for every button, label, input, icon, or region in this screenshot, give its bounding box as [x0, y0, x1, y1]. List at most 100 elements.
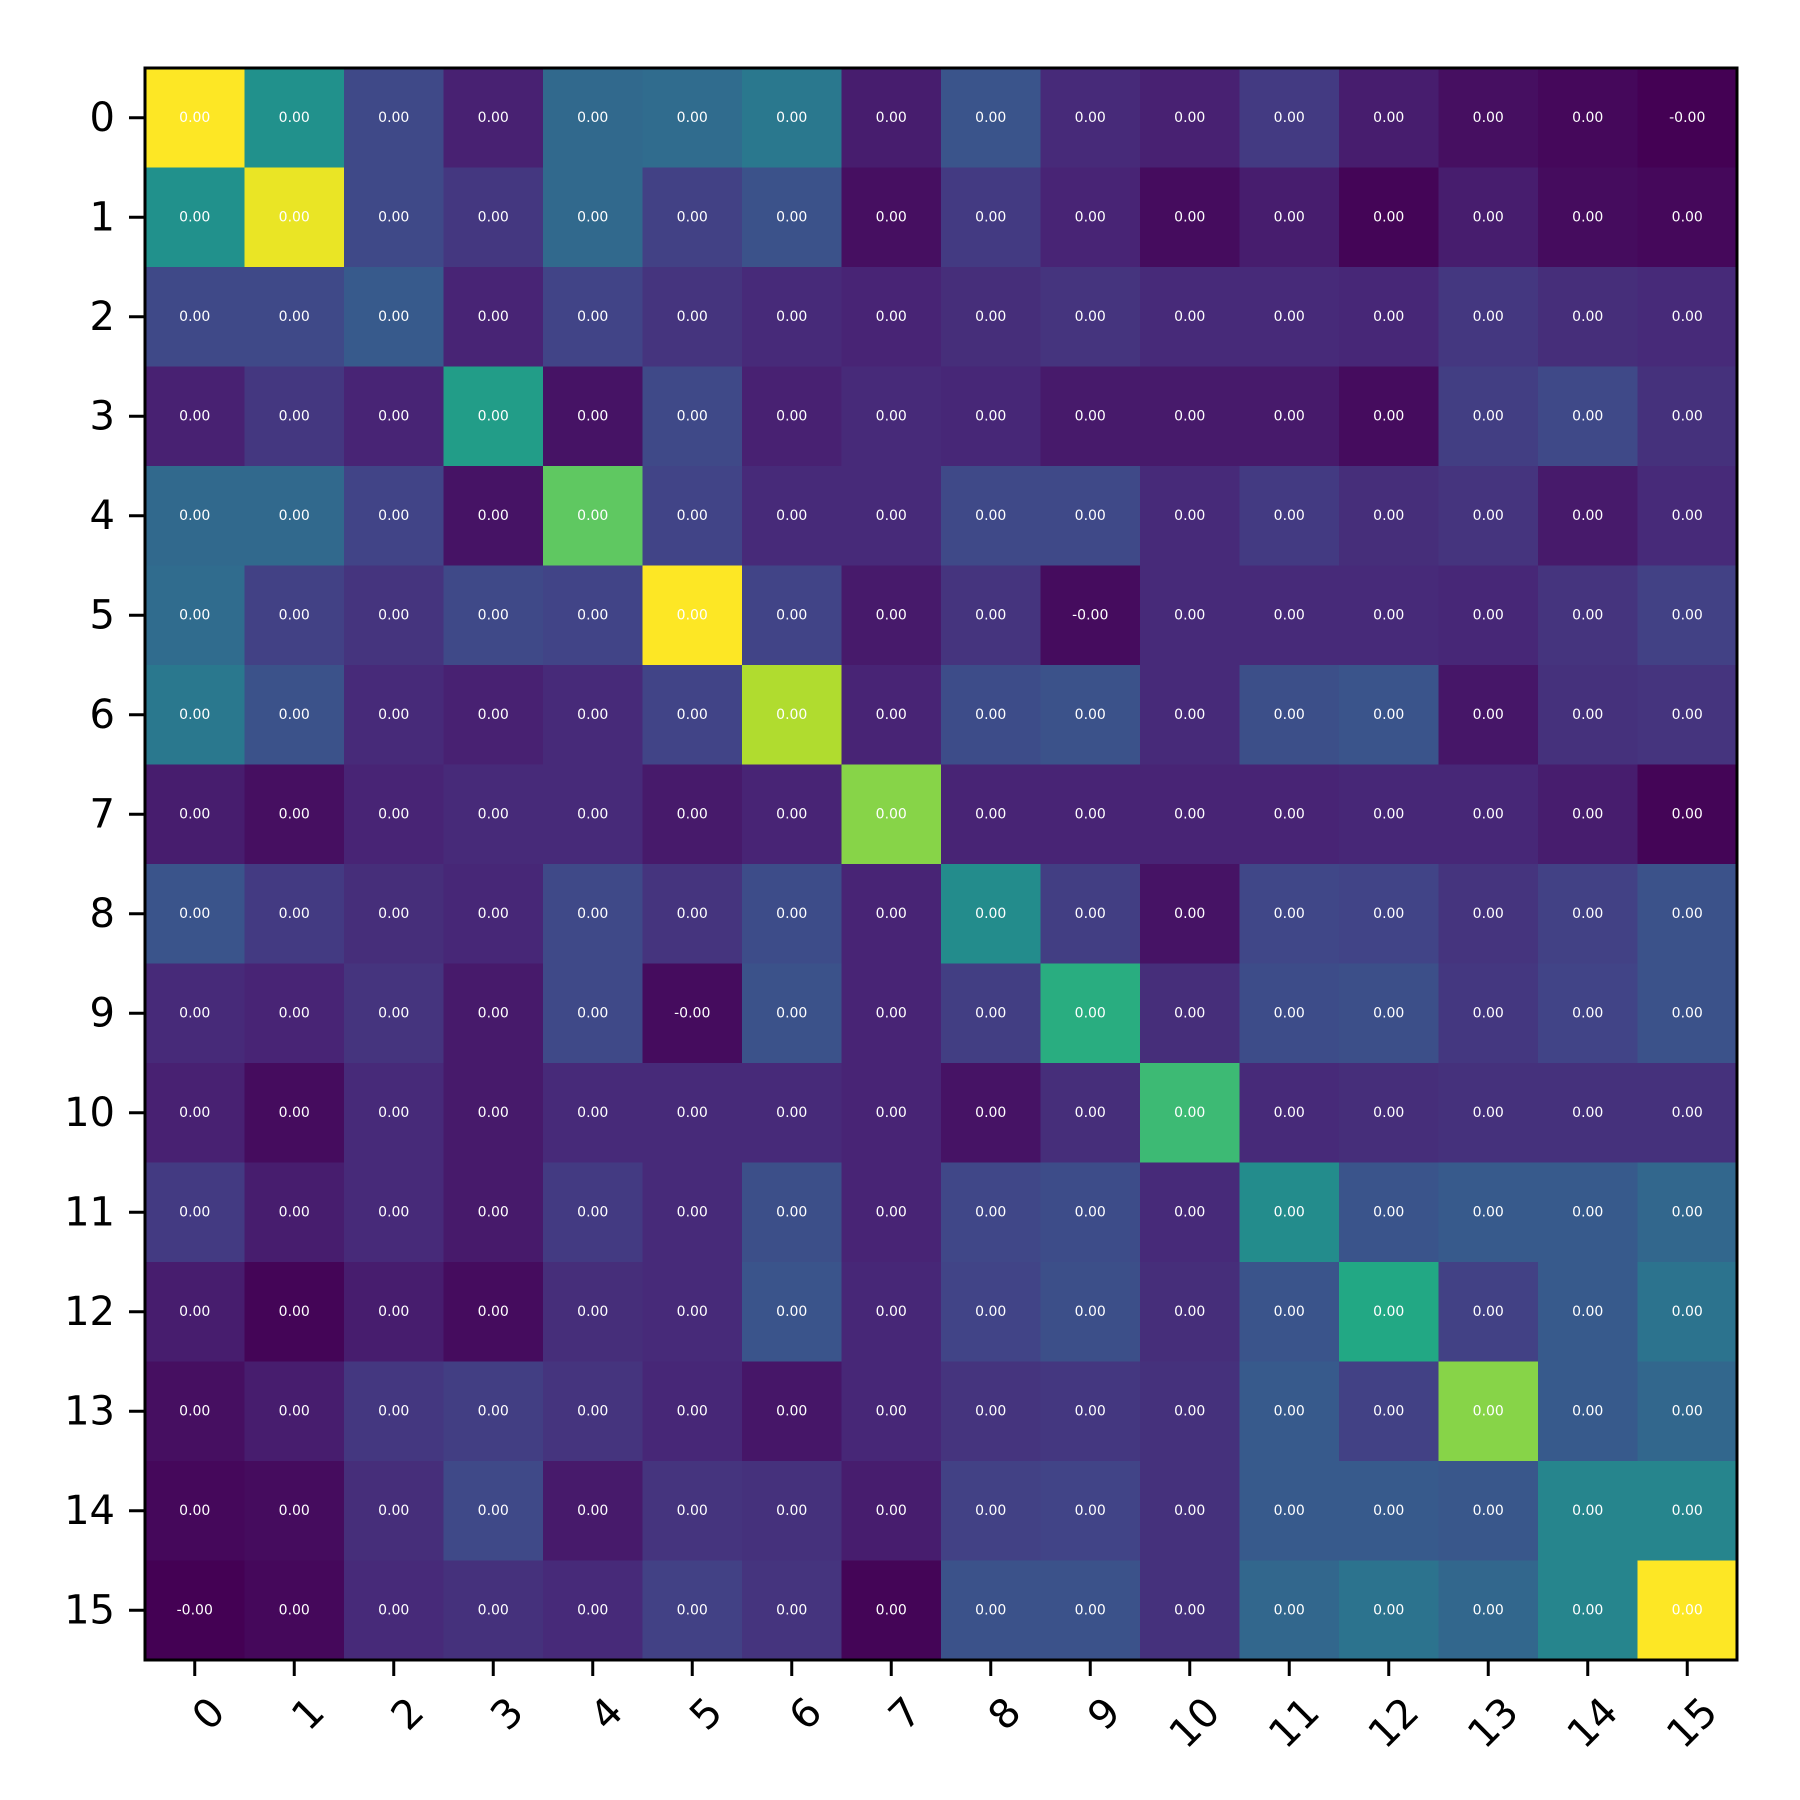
heatmap-cell-0-7 [841, 68, 942, 168]
heatmap-cell-7-13 [1438, 764, 1539, 865]
cell-value-label: 0.00 [179, 1304, 210, 1320]
x-tick-label: 9 [1079, 1689, 1130, 1740]
cell-value-label: 0.00 [478, 309, 509, 325]
cell-value-label: 0.00 [975, 1503, 1006, 1519]
heatmap-cell-1-5 [642, 167, 743, 268]
cell-value-label: 0.00 [1174, 110, 1205, 126]
heatmap-cell-14-11 [1239, 1461, 1340, 1561]
heatmap-cell-12-15 [1637, 1262, 1738, 1362]
cell-value-label: 0.00 [179, 707, 210, 723]
heatmap-cell-2-9 [1040, 267, 1141, 367]
heatmap-cell-9-3 [443, 963, 544, 1064]
heatmap-cell-11-6 [742, 1162, 842, 1263]
heatmap-cell-2-1 [244, 267, 345, 367]
heatmap-cell-11-13 [1438, 1162, 1539, 1263]
cell-value-label: 0.00 [975, 906, 1006, 922]
heatmap-cell-2-10 [1140, 267, 1240, 367]
heatmap-cell-7-9 [1040, 764, 1141, 865]
y-tick-label: 2 [90, 294, 115, 340]
heatmap-cell-13-3 [443, 1361, 544, 1462]
heatmap-cell-0-15 [1637, 68, 1738, 168]
heatmap-cell-7-3 [443, 764, 544, 865]
heatmap-cell-4-6 [742, 466, 842, 566]
heatmap-cell-4-15 [1637, 466, 1738, 566]
heatmap-cell-13-14 [1538, 1361, 1638, 1462]
heatmap-cell-2-4 [543, 267, 643, 367]
cell-value-label: 0.00 [1274, 1602, 1305, 1618]
cell-value-label: 0.00 [1373, 508, 1404, 524]
cell-value-label: 0.00 [1473, 110, 1504, 126]
cell-value-label: 0.00 [179, 209, 210, 225]
cell-value-label: 0.00 [279, 408, 310, 424]
heatmap-cell-6-4 [543, 665, 643, 765]
cell-value-label: 0.00 [179, 806, 210, 822]
heatmap-cell-5-0 [145, 565, 245, 666]
cell-value-label: 0.00 [1174, 1304, 1205, 1320]
heatmap-cell-1-2 [344, 167, 444, 268]
heatmap-cell-3-0 [145, 366, 245, 467]
cell-value-label: 0.00 [1075, 806, 1106, 822]
heatmap-cell-8-5 [642, 864, 743, 964]
cell-value-label: -0.00 [1669, 110, 1705, 126]
y-tick-label: 6 [90, 692, 115, 738]
heatmap-cell-14-8 [941, 1461, 1041, 1561]
cell-value-label: 0.00 [378, 806, 409, 822]
x-tick-label: 10 [1161, 1689, 1230, 1758]
y-tick-label: 13 [64, 1388, 115, 1434]
cell-value-label: 0.00 [478, 806, 509, 822]
cell-value-label: 0.00 [279, 110, 310, 126]
cell-value-label: 0.00 [677, 110, 708, 126]
cell-value-label: 0.00 [1274, 607, 1305, 623]
heatmap-cell-7-15 [1637, 764, 1738, 865]
cell-value-label: 0.00 [279, 1602, 310, 1618]
cell-value-label: 0.00 [1075, 1602, 1106, 1618]
heatmap-cell-1-1 [244, 167, 345, 268]
heatmap-cell-15-4 [543, 1560, 643, 1661]
heatmap-cell-15-12 [1339, 1560, 1439, 1661]
cell-value-label: 0.00 [1174, 607, 1205, 623]
cell-value-label: 0.00 [876, 806, 907, 822]
cell-value-label: 0.00 [1075, 408, 1106, 424]
cell-value-label: 0.00 [876, 508, 907, 524]
cell-value-label: 0.00 [677, 1602, 708, 1618]
heatmap-cell-2-5 [642, 267, 743, 367]
cell-value-label: 0.00 [1473, 408, 1504, 424]
heatmap-cell-1-9 [1040, 167, 1141, 268]
cell-value-label: 0.00 [1672, 1005, 1703, 1021]
heatmap-cell-8-15 [1637, 864, 1738, 964]
cell-value-label: 0.00 [1174, 408, 1205, 424]
cell-value-label: 0.00 [1572, 607, 1603, 623]
heatmap-cell-3-9 [1040, 366, 1141, 467]
cell-value-label: 0.00 [1174, 707, 1205, 723]
cell-value-label: 0.00 [1572, 1403, 1603, 1419]
cell-value-label: 0.00 [1572, 1204, 1603, 1220]
heatmap-cell-1-0 [145, 167, 245, 268]
cell-value-label: 0.00 [677, 906, 708, 922]
heatmap-cell-4-10 [1140, 466, 1240, 566]
y-tick-label: 3 [90, 393, 115, 439]
heatmap-cell-5-14 [1538, 565, 1638, 666]
heatmap-cell-9-6 [742, 963, 842, 1064]
cell-value-label: 0.00 [1572, 1304, 1603, 1320]
cell-value-label: 0.00 [478, 1503, 509, 1519]
heatmap-cell-15-15 [1637, 1560, 1738, 1661]
heatmap-cell-12-7 [841, 1262, 942, 1362]
heatmap-cell-15-3 [443, 1560, 544, 1661]
heatmap-cell-8-12 [1339, 864, 1439, 964]
cell-value-label: 0.00 [677, 508, 708, 524]
cell-value-label: 0.00 [1572, 508, 1603, 524]
y-tick-label: 7 [90, 791, 115, 837]
cell-value-label: 0.00 [1572, 110, 1603, 126]
cell-value-label: 0.00 [1373, 110, 1404, 126]
y-tick-label: 1 [90, 194, 115, 240]
cell-value-label: 0.00 [975, 1304, 1006, 1320]
heatmap-cell-13-10 [1140, 1361, 1240, 1462]
cell-value-label: 0.00 [776, 1304, 807, 1320]
heatmap-cell-2-7 [841, 267, 942, 367]
heatmap-cell-0-13 [1438, 68, 1539, 168]
cell-value-label: 0.00 [1174, 1204, 1205, 1220]
heatmap-cell-15-13 [1438, 1560, 1539, 1661]
heatmap-cell-3-14 [1538, 366, 1638, 467]
